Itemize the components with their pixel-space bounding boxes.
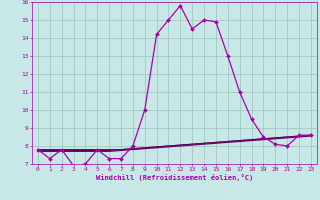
X-axis label: Windchill (Refroidissement éolien,°C): Windchill (Refroidissement éolien,°C)	[96, 174, 253, 181]
